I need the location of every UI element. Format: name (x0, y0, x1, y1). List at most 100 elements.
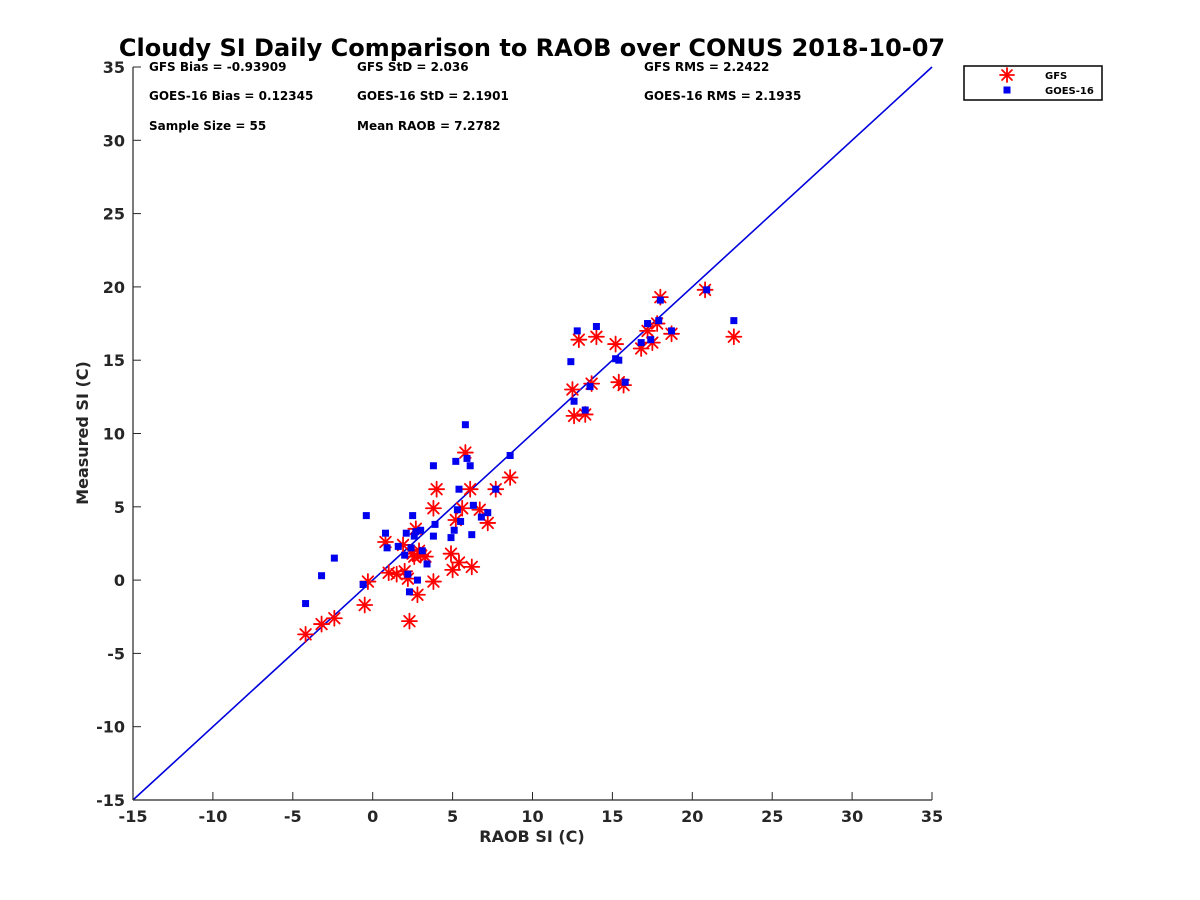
goes-16-point (463, 454, 471, 462)
goes-16-point (492, 485, 500, 493)
goes-16-point (330, 554, 338, 562)
gfs-point (725, 328, 743, 346)
gfs-point (479, 514, 497, 532)
x-tick-label: 30 (841, 807, 863, 826)
goes-16-point (401, 551, 409, 559)
gfs-point (401, 612, 418, 630)
goes-16-point (466, 462, 474, 470)
goes-16-point (453, 506, 461, 514)
goes-16-point (484, 509, 492, 517)
goes-16-point (637, 339, 645, 347)
y-tick-label: -10 (96, 718, 125, 737)
goes-16-point (615, 356, 623, 364)
gfs-point (461, 480, 479, 498)
y-tick-label: 15 (103, 351, 125, 370)
y-tick-label: 10 (103, 425, 125, 444)
gfs-point (565, 407, 583, 425)
gfs-point (463, 558, 481, 576)
goes-16-point (410, 532, 418, 540)
goes-16-point (423, 560, 431, 568)
goes-16-point (477, 513, 485, 521)
goes-16-point (592, 322, 600, 330)
x-tick-label: 10 (521, 807, 543, 826)
goes-16-point (452, 457, 460, 465)
gfs-point (450, 554, 468, 571)
x-tick-label: 15 (601, 807, 623, 826)
stat-sample-size: Sample Size = 55 (149, 119, 266, 133)
stat-goes-std: GOES-16 StD = 2.1901 (357, 89, 509, 103)
gfs-point (588, 328, 605, 346)
goes-16-point (429, 462, 437, 470)
goes-16-point (668, 327, 676, 335)
gfs-point (425, 573, 442, 590)
goes-16-point (402, 529, 410, 537)
goes-16-point (703, 286, 711, 294)
y-tick-label: 0 (114, 571, 125, 590)
goes-16-point (431, 520, 439, 528)
goes-16-point (447, 534, 455, 542)
legend-label-gfs: GFS (1045, 71, 1067, 82)
legend-box (963, 65, 1103, 101)
goes-16-point (586, 383, 594, 391)
gfs-point (501, 469, 519, 486)
goes-16-point (506, 451, 514, 459)
y-tick-label: 35 (103, 58, 125, 77)
goes-16-point (362, 512, 370, 520)
goes-16-point (570, 397, 578, 405)
legend-marker-gfs (999, 67, 1015, 83)
x-tick-label: -15 (119, 807, 148, 826)
x-tick-label: -10 (198, 807, 227, 826)
goes-16-point (573, 327, 581, 335)
goes-16-point (318, 572, 326, 580)
goes-16-point (457, 517, 465, 525)
goes-16-point (450, 526, 458, 534)
goes-16-point (469, 501, 477, 509)
goes-16-point (644, 320, 652, 328)
stat-goes-rms: GOES-16 RMS = 2.1935 (644, 89, 801, 103)
chart-points (297, 281, 743, 643)
chart-axes: -15 -10 -5 0 5 10 15 20 25 30 35 -15 -10 -5 0 5 10 15 20 25… (96, 58, 943, 826)
goes-16-point (381, 529, 389, 537)
goes-16-point (394, 542, 402, 550)
gfs-point (380, 564, 398, 582)
goes-16-point (409, 512, 417, 520)
x-tick-label: 0 (367, 807, 378, 826)
goes-16-point (461, 421, 469, 429)
x-tick-label: -5 (284, 807, 302, 826)
chart-lines (132, 66, 933, 801)
x-tick-label: 25 (761, 807, 783, 826)
stat-goes-bias: GOES-16 Bias = 0.12345 (149, 89, 313, 103)
y-tick-label: 30 (103, 131, 125, 150)
goes-16-point (302, 600, 310, 608)
y-tick-label: -5 (107, 644, 125, 663)
goes-16-point (581, 406, 589, 414)
one-to-one-line (132, 66, 933, 801)
y-tick-label: 25 (103, 205, 125, 224)
goes-16-point (429, 532, 437, 540)
goes-16-point (656, 296, 664, 304)
y-tick-label: 20 (103, 278, 125, 297)
gfs-point (325, 609, 343, 627)
y-tick-label: 5 (114, 498, 125, 517)
gfs-point (356, 596, 374, 614)
gfs-point (359, 573, 377, 590)
stat-mean-raob: Mean RAOB = 7.2782 (357, 119, 501, 133)
stat-gfs-std: GFS StD = 2.036 (357, 60, 469, 74)
goes-16-point (647, 336, 655, 344)
stat-gfs-bias: GFS Bias = -0.93909 (149, 60, 286, 74)
goes-16-point (621, 378, 629, 386)
goes-16-point (413, 576, 421, 584)
goes-16-point (418, 547, 426, 555)
gfs-point (428, 480, 446, 498)
gfs-point (564, 381, 581, 398)
x-tick-label: 35 (921, 807, 943, 826)
goes-16-point (417, 526, 425, 534)
goes-16-point (455, 485, 463, 493)
chart-title: Cloudy SI Daily Comparison to RAOB over … (119, 34, 945, 62)
legend-label-goes-16: GOES-16 (1045, 86, 1094, 97)
x-axis-label: RAOB SI (C) (479, 827, 584, 846)
gfs-point (607, 335, 624, 353)
gfs-point (297, 625, 314, 643)
goes-16-point (404, 570, 412, 578)
